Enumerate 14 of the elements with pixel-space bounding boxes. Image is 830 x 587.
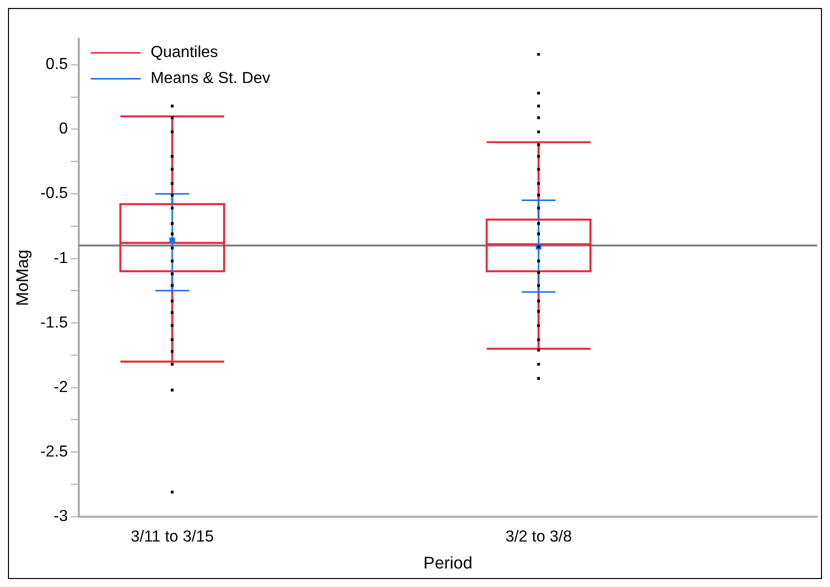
y-tick-label: 0.5 — [46, 56, 68, 74]
legend-label: Quantiles — [150, 44, 218, 62]
y-axis-title: MoMag — [12, 250, 32, 306]
y-tick-label: -1 — [54, 250, 68, 267]
y-tick-label: -0.5 — [40, 185, 68, 202]
y-tick-label: -1.5 — [40, 314, 68, 332]
x-tick-label: 3/11 to 3/15 — [130, 528, 214, 546]
y-tick-label: -2 — [54, 378, 68, 396]
y-tick-label: 0 — [58, 120, 68, 138]
x-tick-label: 3/2 to 3/8 — [505, 528, 572, 546]
y-tick-label: -3 — [54, 508, 68, 526]
x-axis-title: Period — [423, 554, 472, 573]
y-tick-label: -2.5 — [40, 443, 68, 460]
legend-label: Means & St. Dev — [150, 70, 270, 88]
